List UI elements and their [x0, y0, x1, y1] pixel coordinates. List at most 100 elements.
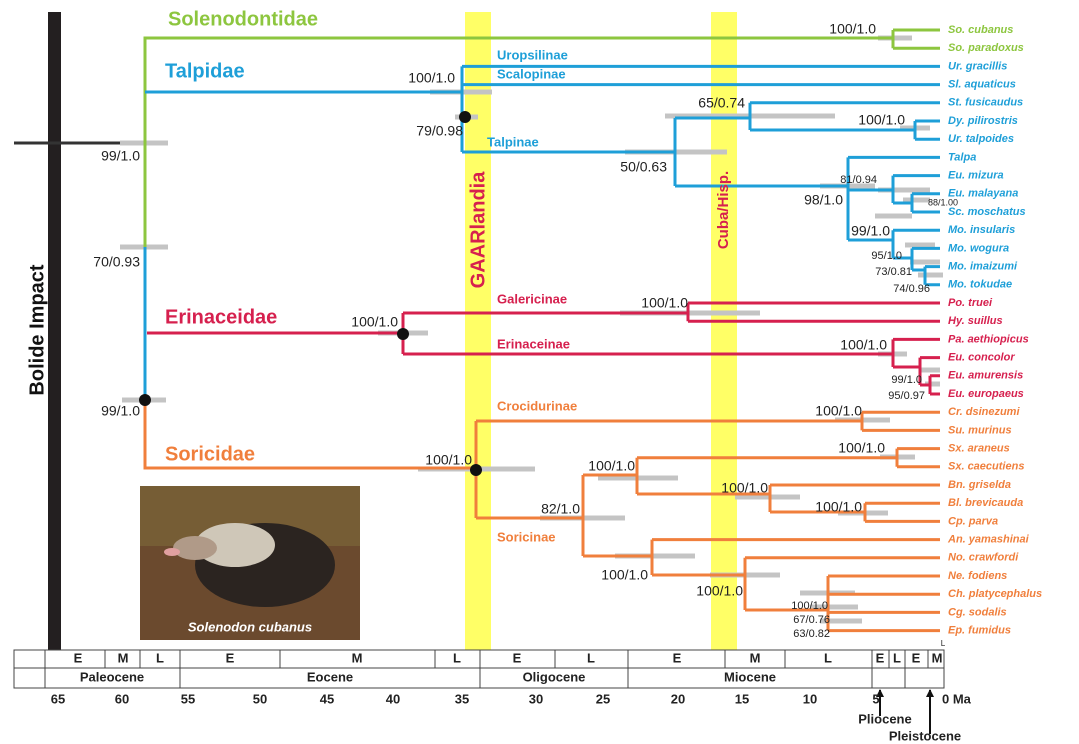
taxon-label: Su. murinus — [948, 424, 1012, 436]
family-label: Solenodontidae — [168, 8, 318, 30]
subfamily-label: Erinaceinae — [497, 336, 570, 351]
support-label: 95/0.97 — [888, 390, 925, 402]
subepoch-label: L — [453, 650, 461, 665]
subepoch-label: L — [824, 650, 832, 665]
support-label: 88/1.00 — [928, 197, 958, 207]
pliocene-label: Pliocene — [858, 711, 911, 726]
subfamily-label: Talpinae — [487, 134, 539, 149]
taxon-label: Ep. fumidus — [948, 625, 1011, 637]
subfamily-label: Scalopinae — [497, 66, 566, 81]
bolide-label: Bolide Impact — [26, 264, 48, 395]
node-dots — [139, 111, 482, 476]
support-label: 65/0.74 — [698, 95, 745, 111]
subfamily-label: Crocidurinae — [497, 398, 577, 413]
taxon-label: Sx. caecutiens — [948, 461, 1024, 473]
subfamily-label: Uropsilinae — [497, 47, 568, 62]
taxon-label: Ur. gracillis — [948, 60, 1007, 72]
time-tick-label: 15 — [735, 691, 749, 706]
support-label: 74/0.96 — [893, 283, 930, 295]
taxon-label: Ur. talpoides — [948, 133, 1014, 145]
support-label: 63/0.82 — [793, 628, 830, 640]
support-label: 100/1.0 — [838, 440, 885, 456]
support-label: 73/0.81 — [875, 266, 912, 278]
gaarlandia-label: GAARlandia — [467, 171, 489, 289]
taxon-label: St. fusicaudus — [948, 97, 1023, 109]
gaarlandia-band — [465, 12, 491, 650]
time-tick-label: 10 — [803, 691, 817, 706]
corner-label: L — [941, 639, 946, 648]
time-tick-label: 25 — [596, 691, 610, 706]
taxon-label: Mo. imaizumi — [948, 261, 1018, 273]
subepoch-label: M — [750, 650, 761, 665]
taxon-label: Sc. moschatus — [948, 206, 1026, 218]
taxon-label: Bn. griselda — [948, 479, 1011, 491]
support-label: 100/1.0 — [641, 295, 688, 311]
taxon-label: Ch. platycephalus — [948, 588, 1042, 600]
time-tick-label: 20 — [671, 691, 685, 706]
subepoch-label: L — [156, 650, 164, 665]
taxon-label: Dy. pilirostris — [948, 115, 1018, 127]
taxon-label: Mo. wogura — [948, 242, 1009, 254]
taxon-label: Cg. sodalis — [948, 606, 1007, 618]
subepoch-label: E — [74, 650, 83, 665]
support-label: 70/0.93 — [93, 254, 140, 270]
taxon-label: Mo. tokudae — [948, 279, 1012, 291]
taxon-label: Eu. europaeus — [948, 388, 1024, 400]
support-label: 99/1.0 — [101, 403, 140, 419]
family-label: Erinaceidae — [165, 306, 277, 328]
time-tick-label: 35 — [455, 691, 469, 706]
time-tick-label: 45 — [320, 691, 334, 706]
taxon-label: Eu. mizura — [948, 170, 1004, 182]
support-label: 100/1.0 — [425, 452, 472, 468]
taxon-label: Cr. dsinezumi — [948, 406, 1020, 418]
support-label: 100/1.0 — [815, 499, 862, 515]
support-label: 98/1.0 — [804, 192, 843, 208]
family-label: Soricidae — [165, 443, 255, 465]
support-label: 100/1.0 — [829, 21, 876, 37]
subepoch-label: M — [932, 650, 943, 665]
time-tick-label: 30 — [529, 691, 543, 706]
time-tick-label: 40 — [386, 691, 400, 706]
photo — [140, 486, 360, 640]
support-label: 100/1.0 — [721, 480, 768, 496]
support-label: 50/0.63 — [620, 159, 667, 175]
subepoch-label: L — [587, 650, 595, 665]
cuba-label: Cuba/Hisp. — [715, 171, 732, 249]
support-label: 100/1.0 — [815, 403, 862, 419]
epoch-label: Eocene — [307, 669, 353, 684]
bolide-bar — [48, 12, 61, 650]
taxon-label: Eu. amurensis — [948, 370, 1023, 382]
taxon-label: Cp. parva — [948, 515, 998, 527]
figure: Bolide Impact GAARlandia Cuba/Hisp. Solenod… — [0, 0, 1079, 744]
pleistocene-label: Pleistocene — [889, 728, 961, 743]
epoch-label: Oligocene — [523, 669, 586, 684]
taxon-label: Pa. aethiopicus — [948, 333, 1029, 345]
solenodontidae-branches — [145, 30, 940, 247]
taxon-label: Hy. suillus — [948, 315, 1003, 327]
taxon-label: Eu. malayana — [948, 188, 1018, 200]
photo-caption: Solenodon cubanus — [188, 619, 312, 634]
support-label: 81/0.94 — [840, 174, 877, 186]
family-label: Talpidae — [165, 60, 245, 82]
taxon-label: Po. truei — [948, 297, 993, 309]
subfamily-label: Galericinae — [497, 291, 567, 306]
support-label: 95/1.0 — [871, 250, 902, 262]
subfamily-label: Soricinae — [497, 529, 556, 544]
subepoch-label: M — [352, 650, 363, 665]
taxon-label: Sl. aquaticus — [948, 79, 1016, 91]
taxon-label: So. cubanus — [948, 24, 1013, 36]
epoch-label: Paleocene — [80, 669, 144, 684]
time-tick-label: 60 — [115, 691, 129, 706]
support-label: 100/1.0 — [601, 567, 648, 583]
time-tick-label: 0 Ma — [942, 691, 972, 706]
time-tick-label: 65 — [51, 691, 65, 706]
taxon-label: Bl. brevicauda — [948, 497, 1023, 509]
subepoch-label: L — [893, 650, 901, 665]
taxon-label: Eu. concolor — [948, 352, 1015, 364]
support-label: 100/1.0 — [791, 600, 828, 612]
taxon-label: Mo. insularis — [948, 224, 1015, 236]
support-label: 99/1.0 — [101, 148, 140, 164]
support-label: 79/0.98 — [416, 123, 463, 139]
support-label: 99/1.0 — [851, 223, 890, 239]
taxon-label: Sx. araneus — [948, 443, 1010, 455]
